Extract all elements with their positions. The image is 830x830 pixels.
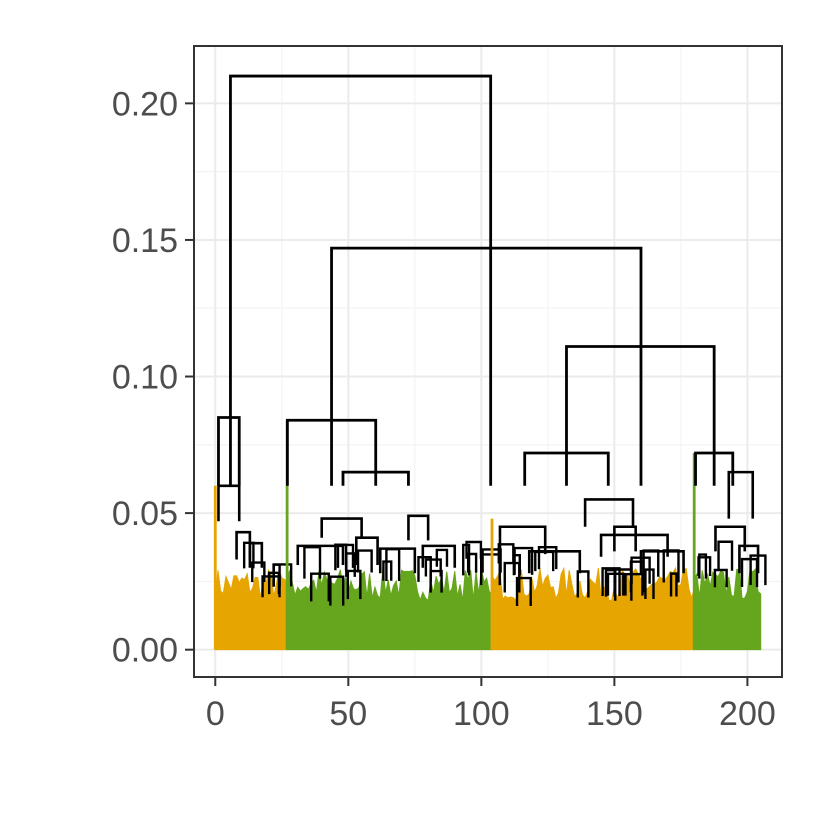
- sub-merge-bracket: [515, 576, 532, 606]
- sub-merge-bracket: [356, 549, 373, 573]
- mid-merge-bracket: [498, 525, 547, 555]
- mid-merge-bracket: [296, 544, 345, 566]
- dendrogram-tree: [213, 74, 767, 650]
- sub-merge-bracket: [576, 570, 590, 598]
- merge-1: [229, 74, 493, 486]
- merge-3: [565, 345, 716, 486]
- x-tick-label: 200: [719, 695, 776, 733]
- y-tick-label: 0.05: [112, 495, 178, 533]
- x-tick-label: 0: [206, 695, 225, 733]
- mid-merge-bracket: [354, 536, 379, 566]
- x-tick-label: 150: [586, 695, 643, 733]
- sub-merge-bracket: [601, 567, 621, 596]
- mid-merge-bracket: [320, 517, 363, 538]
- y-tick-label: 0.10: [112, 359, 178, 397]
- sub-merge-bracket: [251, 561, 266, 583]
- mid-merge-bracket: [727, 470, 755, 519]
- sub-merge-bracket: [465, 540, 483, 559]
- sub-merge-bracket: [624, 573, 644, 596]
- merge-5: [285, 418, 378, 486]
- sub-merge-bracket: [345, 552, 356, 577]
- sub-merge-bracket: [614, 568, 633, 601]
- sub-merge-bracket: [669, 572, 678, 597]
- y-tick-label: 0.20: [112, 85, 178, 123]
- mid-merge-bracket: [527, 550, 582, 574]
- sub-merge-bracket: [698, 553, 708, 579]
- mid-merge-bracket: [217, 484, 241, 522]
- sub-merge-bracket: [382, 560, 393, 581]
- mid-merge-bracket: [613, 525, 637, 552]
- merge-6: [341, 470, 410, 486]
- sub-merge-bracket: [435, 548, 449, 567]
- sub-merge-bracket: [261, 575, 281, 598]
- axes: 0.00 0.05 0.10 0.15 0.20 0 50 100 150 200: [112, 85, 776, 733]
- x-tick-label: 50: [329, 695, 367, 733]
- sub-merge-bracket: [503, 561, 521, 593]
- sub-merge-bracket: [713, 568, 728, 588]
- y-tick-label: 0.15: [112, 222, 178, 260]
- sub-merge-bracket: [537, 546, 558, 570]
- sub-merge-bracket: [479, 553, 501, 586]
- mid-merge-bracket: [714, 525, 747, 552]
- sub-merge-bracket: [424, 558, 442, 577]
- merge-2: [330, 246, 643, 486]
- sub-merge-bracket: [329, 575, 345, 606]
- y-tick-label: 0.00: [112, 632, 178, 670]
- mid-merge-bracket: [378, 547, 417, 574]
- cluster-fill-4: [693, 568, 762, 651]
- x-tick-label: 100: [453, 695, 510, 733]
- merge-8: [694, 451, 735, 486]
- panel-border: [193, 45, 783, 678]
- mid-merge-bracket: [421, 544, 457, 568]
- sub-merge-bracket: [417, 555, 432, 582]
- mid-merge-bracket: [639, 550, 685, 574]
- merge-4: [217, 416, 241, 486]
- mid-merge-bracket: [738, 544, 760, 574]
- sub-merge-bracket: [717, 540, 734, 571]
- sub-merge-bracket: [466, 552, 478, 573]
- mid-merge-bracket: [248, 541, 264, 568]
- mid-merge-bracket: [407, 514, 430, 541]
- mid-merge-bracket: [583, 498, 635, 527]
- sub-merge-bracket: [272, 563, 281, 587]
- sub-merge-bracket: [303, 545, 322, 579]
- merge-7: [523, 451, 610, 486]
- mid-merge-bracket: [599, 533, 669, 557]
